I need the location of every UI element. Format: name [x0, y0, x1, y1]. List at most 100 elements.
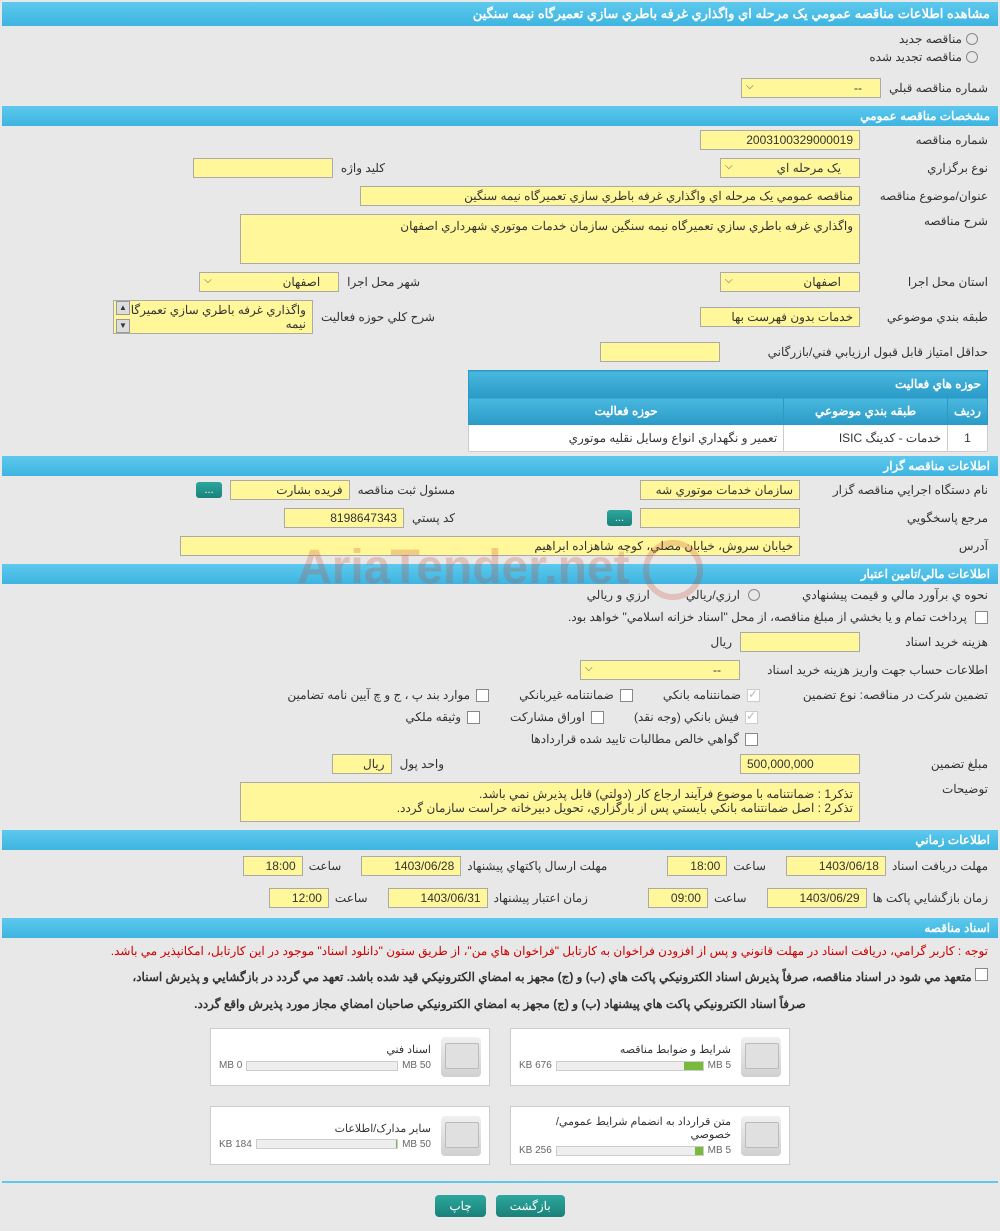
min-score-field[interactable] [600, 342, 720, 362]
section-financial: اطلاعات مالي/تامين اعتبار [2, 564, 998, 584]
registrar-field: فريده بشارت [230, 480, 350, 500]
open-time: 09:00 [648, 888, 708, 908]
contact-more-button[interactable]: ... [607, 510, 632, 526]
postal-field: 8198647343 [284, 508, 404, 528]
method-label: نحوه ي برآورد مالي و قيمت پيشنهادي [768, 588, 988, 602]
g2: ضمانتنامه غيربانکي [519, 688, 614, 702]
section-general: مشخصات مناقصه عمومي [2, 106, 998, 126]
doc-used: 676 KB [519, 1060, 552, 1071]
radio-label: مناقصه جديد [899, 32, 962, 46]
table-row: 1 خدمات - کدينگ ISIC تعمير و نگهداري انو… [469, 425, 988, 452]
progress-bar [556, 1146, 704, 1156]
prev-tender-select[interactable]: -- [741, 78, 881, 98]
back-button[interactable]: بازگشت [496, 1195, 565, 1217]
checkbox-icon[interactable] [975, 611, 988, 624]
checkbox-icon[interactable] [591, 711, 604, 724]
submit-deadline-label: مهلت ارسال پاکتهاي پيشنهاد [467, 859, 607, 873]
page-title: مشاهده اطلاعات مناقصه عمومي يک مرحله اي … [2, 2, 998, 26]
radio-icon [966, 51, 978, 63]
account-label: اطلاعات حساب جهت واريز هزينه خريد اسناد [748, 663, 988, 677]
checkbox-icon[interactable] [476, 689, 489, 702]
receive-date: 1403/06/18 [786, 856, 886, 876]
title-label: عنوان/موضوع مناقصه [868, 189, 988, 203]
radio-icon [966, 33, 978, 45]
activity-table: حوزه هاي فعاليت رديف طبقه بندي موضوعي حو… [468, 370, 988, 452]
amount-label: مبلغ تضمين [868, 757, 988, 771]
checkbox-icon[interactable] [747, 689, 760, 702]
document-box[interactable]: اسناد فني 50 MB 0 MB [210, 1028, 490, 1086]
category-field[interactable]: خدمات بدون فهرست بها [700, 307, 860, 327]
doc-used: 0 MB [219, 1060, 242, 1071]
g7: گواهي خالص مطالبات تاييد شده قراردادها [531, 732, 739, 746]
doc-total: 50 MB [402, 1060, 431, 1071]
radio-new-tender[interactable]: مناقصه جديد [22, 32, 978, 46]
cell-scope: تعمير و نگهداري انواع وسايل نقليه موتوري [469, 425, 784, 452]
title-field[interactable]: مناقصه عمومي يک مرحله اي واگذاري غرفه با… [360, 186, 860, 206]
checkbox-icon[interactable] [620, 689, 633, 702]
doc-used: 184 KB [219, 1139, 252, 1150]
desc-field[interactable]: واگذاري غرفه باطري سازي تعميرگاه نيمه سن… [240, 214, 860, 264]
min-score-label: حداقل امتياز قابل قبول ارزيابي فني/بازرگ… [728, 345, 988, 359]
validity-time: 12:00 [269, 888, 329, 908]
doc-total: 50 MB [402, 1139, 431, 1150]
address-label: آدرس [808, 539, 988, 553]
checkbox-icon[interactable] [467, 711, 480, 724]
receive-time: 18:00 [667, 856, 727, 876]
keyword-label: کليد واژه [341, 161, 385, 175]
checkbox-icon[interactable] [975, 968, 988, 981]
unit-field: ريال [332, 754, 392, 774]
radio-renewed-tender[interactable]: مناقصه تجديد شده [22, 50, 978, 64]
time-label: ساعت [335, 891, 368, 905]
folder-icon [441, 1037, 481, 1077]
folder-icon [741, 1116, 781, 1156]
tender-no-field: 2003100329000019 [700, 130, 860, 150]
radio-icon[interactable] [748, 589, 760, 601]
open-date: 1403/06/29 [767, 888, 867, 908]
validity-label: زمان اعتبار پيشنهاد [494, 891, 588, 905]
scope-field[interactable]: واگذاري غرفه باطري سازي تعميرگاه نيمه ▲ … [113, 300, 313, 334]
doc-cost-field[interactable] [740, 632, 860, 652]
doc-note-bold1: متعهد مي شود در اسناد مناقصه، صرفاً پذير… [132, 970, 971, 984]
document-box[interactable]: شرايط و ضوابط مناقصه 5 MB 676 KB [510, 1028, 790, 1086]
province-select[interactable]: اصفهان [720, 272, 860, 292]
doc-title: شرايط و ضوابط مناقصه [519, 1043, 731, 1056]
scope-label: شرح کلي حوزه فعاليت [321, 310, 435, 324]
progress-bar [256, 1139, 398, 1149]
col-category: طبقه بندي موضوعي [784, 398, 948, 425]
doc-note-red: توجه : کاربر گرامي، دريافت اسناد در مهلت… [2, 938, 998, 964]
guarantee-intro: تضمين شرکت در مناقصه: نوع تضمين [768, 688, 988, 702]
section-documents: اسناد مناقصه [2, 918, 998, 938]
keyword-field[interactable] [193, 158, 333, 178]
document-box[interactable]: متن قرارداد به انضمام شرايط عمومي/خصوصي … [510, 1106, 790, 1165]
contact-field[interactable] [640, 508, 800, 528]
document-box[interactable]: ساير مدارک/اطلاعات 50 MB 184 KB [210, 1106, 490, 1165]
folder-icon [441, 1116, 481, 1156]
payment-note: پرداخت تمام و يا بخشي از مبلغ مناقصه، از… [568, 610, 967, 624]
checkbox-icon[interactable] [745, 711, 758, 724]
desc-label: شرح مناقصه [868, 214, 988, 228]
agency-field: سازمان خدمات موتوري شه [640, 480, 800, 500]
progress-bar [556, 1061, 704, 1071]
tender-no-label: شماره مناقصه [868, 133, 988, 147]
doc-total: 5 MB [708, 1060, 731, 1071]
time-label: ساعت [714, 891, 747, 905]
doc-title: اسناد فني [219, 1043, 431, 1056]
holding-type-select[interactable]: يک مرحله اي [720, 158, 860, 178]
city-select[interactable]: اصفهان [199, 272, 339, 292]
scroll-up-icon[interactable]: ▲ [116, 301, 130, 315]
registrar-label: مسئول ثبت مناقصه [358, 483, 455, 497]
holding-type-label: نوع برگزاري [868, 161, 988, 175]
unit-label: واحد پول [400, 757, 444, 771]
receive-deadline-label: مهلت دريافت اسناد [892, 859, 988, 873]
print-button[interactable]: چاپ [435, 1195, 485, 1217]
g3: موارد بند پ ، ج و چ آيين نامه تضامين [287, 688, 470, 702]
submit-date: 1403/06/28 [361, 856, 461, 876]
scroll-down-icon[interactable]: ▼ [116, 319, 130, 333]
category-label: طبقه بندي موضوعي [868, 310, 988, 324]
registrar-more-button[interactable]: ... [196, 482, 221, 498]
doc-used: 256 KB [519, 1145, 552, 1156]
account-select[interactable]: -- [580, 660, 740, 680]
checkbox-icon[interactable] [745, 733, 758, 746]
notes-field[interactable]: تذکر1 : ضمانتنامه با موضوع فرآيند ارجاع … [240, 782, 860, 822]
method-option2: ارزي و ريالي [587, 588, 650, 602]
